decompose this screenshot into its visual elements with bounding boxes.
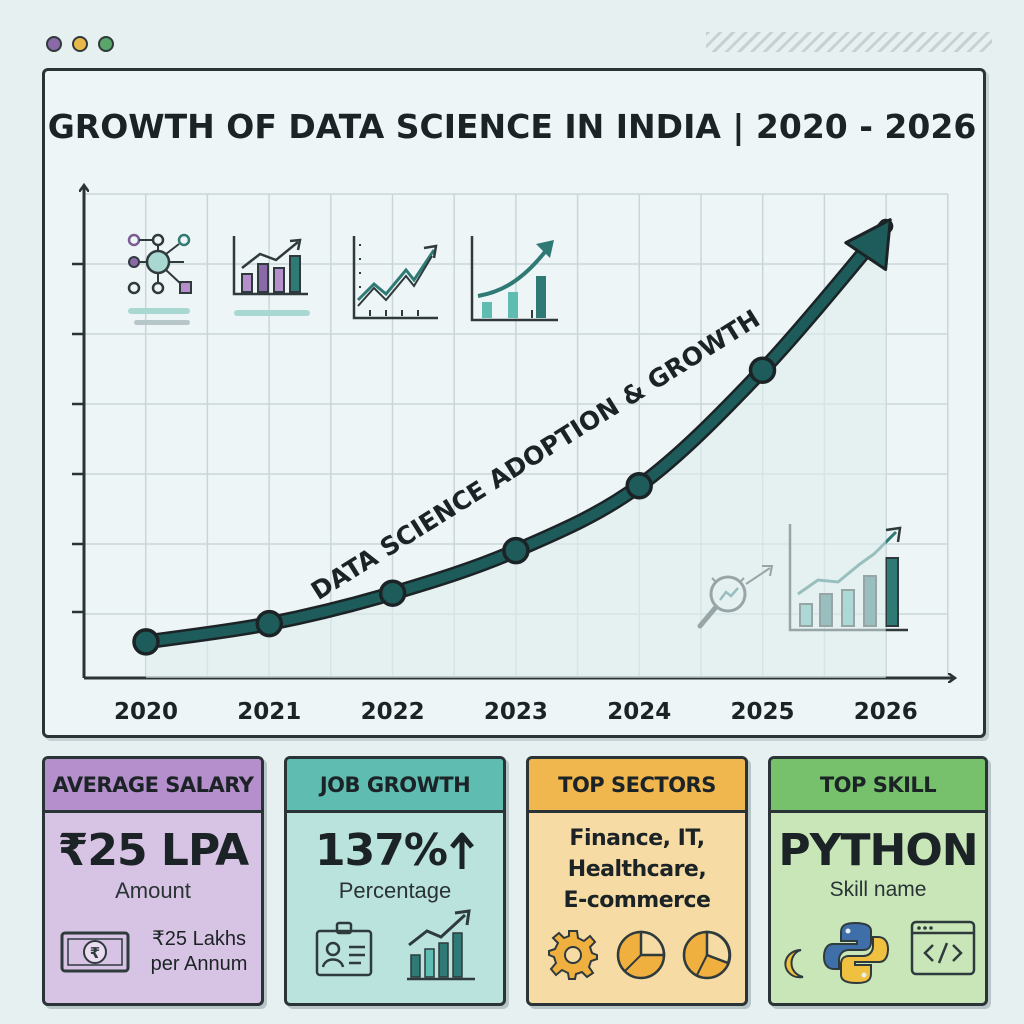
card-title: TOP SKILL: [771, 759, 985, 813]
window-dot-2[interactable]: [72, 36, 88, 52]
id-card-icon: [315, 921, 373, 977]
svg-text:₹: ₹: [90, 944, 100, 962]
salary-note: ₹25 Lakhs per Annum: [141, 927, 257, 977]
salary-note-line1: ₹25 Lakhs: [152, 928, 246, 950]
growth-value-row: 137%: [287, 825, 503, 876]
moon-icon: [784, 949, 804, 979]
arrow-up-icon: [450, 832, 474, 869]
python-logo-icon: [822, 921, 890, 985]
window-dot-3[interactable]: [98, 36, 114, 52]
salary-note-line2: per Annum: [150, 953, 248, 975]
card-title: JOB GROWTH: [287, 759, 503, 813]
card-title: AVERAGE SALARY: [45, 759, 261, 813]
growth-value: 137%: [315, 825, 448, 876]
banknote-rupee-icon: ₹: [60, 931, 130, 973]
chart-panel: [42, 68, 986, 738]
salary-value: ₹25 LPA: [57, 825, 249, 876]
pie-chart-icon: [616, 930, 666, 980]
salary-sub-label: Amount: [115, 878, 191, 903]
average-salary-card: AVERAGE SALARY ₹25 LPA Amount ₹ ₹25 Lakh…: [42, 756, 264, 1006]
growth-sub-label: Percentage: [338, 878, 452, 903]
bar-chart-up-icon: [407, 909, 475, 981]
window-dot-1[interactable]: [46, 36, 62, 52]
skill-value: PYTHON: [778, 825, 978, 876]
top-skill-card: TOP SKILL PYTHON Skill name: [768, 756, 988, 1006]
job-growth-card: JOB GROWTH 137% Percentage: [284, 756, 506, 1006]
card-title: TOP SECTORS: [529, 759, 745, 813]
gear-icon: [548, 930, 598, 980]
sectors-value: Finance, IT, Healthcare, E-commerce: [563, 826, 711, 913]
skill-sub-label: Skill name: [829, 878, 927, 901]
decorative-hatch: [706, 32, 992, 52]
top-sectors-card: TOP SECTORS Finance, IT, Healthcare, E-c…: [526, 756, 748, 1006]
window-controls: [46, 36, 114, 52]
pie-chart-icon: [682, 930, 732, 980]
code-window-icon: [910, 920, 976, 976]
